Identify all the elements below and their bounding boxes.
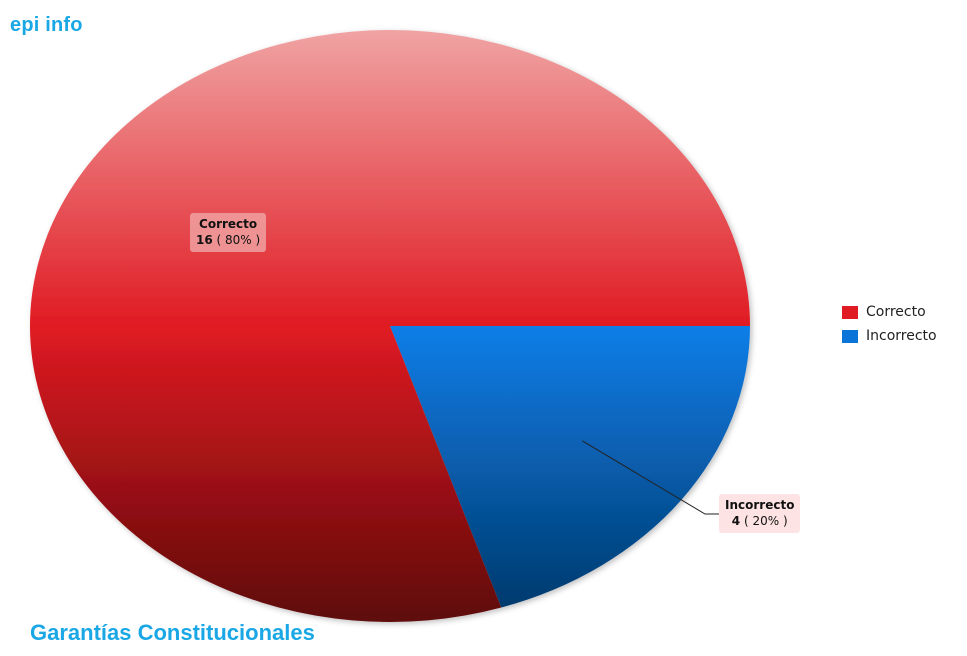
slice-label-name: Incorrecto bbox=[725, 498, 795, 512]
slice-label-value: 16 bbox=[196, 233, 213, 247]
leader-line-incorrecto bbox=[581, 440, 719, 515]
slice-label-percent: ( 20% ) bbox=[743, 514, 788, 528]
pie-slice-correcto[interactable] bbox=[30, 30, 750, 622]
pie-slice-incorrecto[interactable] bbox=[390, 326, 750, 608]
legend-item-correcto[interactable]: Correcto bbox=[842, 300, 937, 324]
slice-label-value: 4 bbox=[731, 514, 741, 528]
slice-label-correcto: Correcto 16 ( 80% ) bbox=[190, 213, 267, 252]
brand-logo-text: epi info bbox=[10, 14, 83, 36]
slice-label-incorrecto: Incorrecto 4 ( 20% ) bbox=[719, 494, 801, 533]
legend-swatch-correcto bbox=[842, 305, 858, 319]
chart-title: Garantías Constitucionales bbox=[30, 620, 315, 645]
legend-item-incorrecto[interactable]: Incorrecto bbox=[842, 324, 937, 348]
chart-legend: Correcto Incorrecto bbox=[842, 300, 937, 348]
slice-label-percent: ( 80% ) bbox=[216, 233, 261, 247]
slice-label-name: Correcto bbox=[199, 217, 258, 231]
legend-swatch-incorrecto bbox=[842, 329, 858, 343]
legend-label: Correcto bbox=[866, 304, 926, 320]
legend-label: Incorrecto bbox=[866, 328, 937, 344]
